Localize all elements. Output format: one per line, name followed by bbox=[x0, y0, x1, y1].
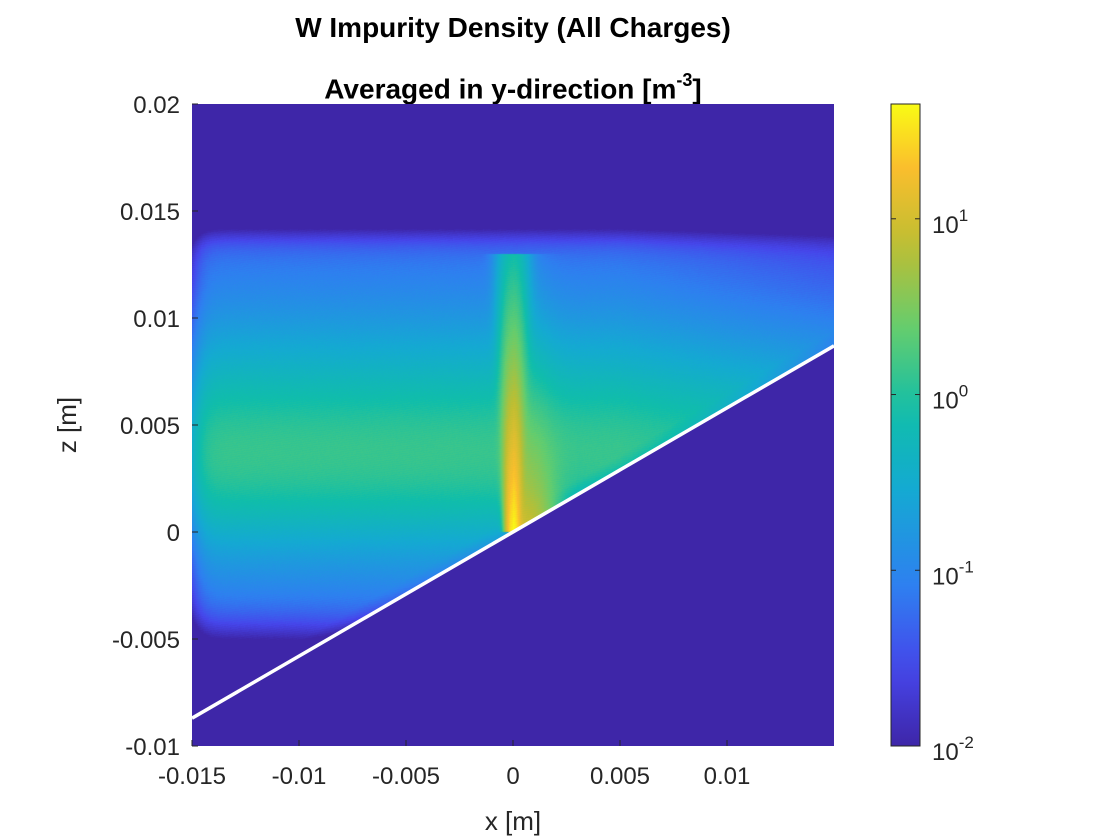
y-tick-label: 0 bbox=[167, 520, 180, 547]
density-heatmap bbox=[192, 104, 834, 746]
chart-title-line-2-text: Averaged in y-direction [m bbox=[324, 73, 677, 105]
x-tick-label: -0.01 bbox=[272, 763, 327, 790]
heatmap-container bbox=[192, 104, 834, 746]
chart-title-line-2: Averaged in y-direction [m-3] bbox=[192, 66, 834, 105]
colorbar-tick-base: 10 bbox=[932, 212, 959, 239]
chart-title-line-1: W Impurity Density (All Charges) bbox=[295, 12, 731, 43]
surface-line bbox=[191, 344, 835, 720]
plot-area bbox=[191, 104, 835, 746]
colorbar-tick-exponent: 0 bbox=[959, 382, 968, 401]
y-axis-label: z [m] bbox=[52, 397, 82, 453]
colorbar-tick-base: 10 bbox=[932, 563, 959, 590]
x-tick-label: 0 bbox=[506, 763, 519, 790]
colorbar-tick-exponent: -1 bbox=[959, 557, 974, 576]
chart-title-exponent: -3 bbox=[676, 70, 693, 90]
x-axis-label: x [m] bbox=[485, 806, 541, 836]
x-tick-label: -0.015 bbox=[158, 763, 226, 790]
chart-title-line-2-end: ] bbox=[692, 73, 702, 105]
colorbar-tick-base: 10 bbox=[932, 739, 959, 766]
x-tick-label: -0.005 bbox=[372, 763, 440, 790]
y-tick-label: 0.005 bbox=[120, 413, 180, 440]
colorbar-tick-base: 10 bbox=[932, 388, 959, 415]
colorbar-gradient bbox=[890, 103, 921, 747]
colorbar-tick-label: 10-2 bbox=[932, 733, 974, 766]
y-tick-label: -0.01 bbox=[125, 734, 180, 761]
y-tick-label: 0.01 bbox=[133, 306, 180, 333]
y-tick-label: 0.015 bbox=[120, 199, 180, 226]
y-tick-label: 0.02 bbox=[133, 92, 180, 119]
x-tick-label: 0.005 bbox=[590, 763, 650, 790]
colorbar-tick-exponent: 1 bbox=[959, 206, 968, 225]
x-tick-label: 0.01 bbox=[704, 763, 751, 790]
x-axis: -0.015 -0.01 -0.005 0 0.005 0.01 bbox=[158, 740, 750, 790]
colorbar-tick-label: 101 bbox=[932, 206, 968, 239]
colorbar-tick-label: 100 bbox=[932, 382, 968, 415]
y-axis: -0.01 -0.005 0 0.005 0.01 0.015 0.02 bbox=[112, 92, 198, 761]
colorbar-tick-exponent: -2 bbox=[959, 733, 974, 752]
y-tick-label: -0.005 bbox=[112, 627, 180, 654]
colorbar-tick-label: 10-1 bbox=[932, 557, 974, 590]
